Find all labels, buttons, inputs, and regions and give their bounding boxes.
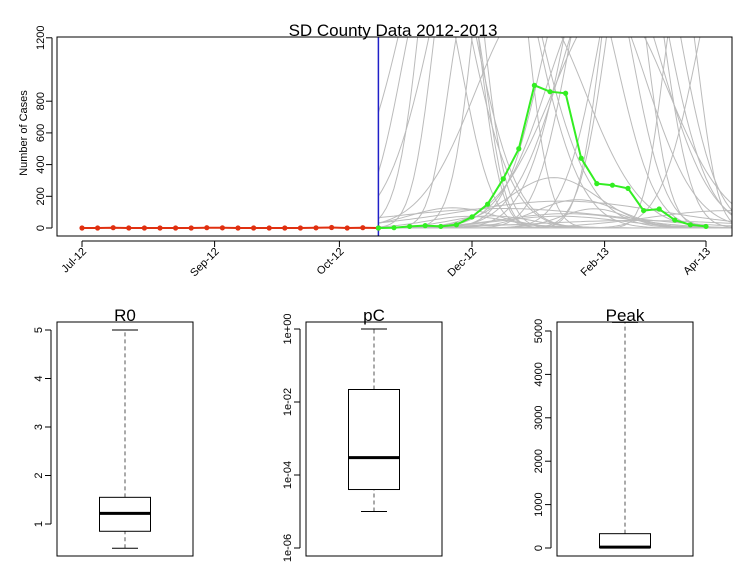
data-point [547, 89, 553, 95]
data-point [157, 225, 163, 231]
boxplot-panel-r0: R0 1 2 3 4 5 [33, 306, 194, 557]
timeseries-x-axis: Jul-12 Sep-12 Oct-12 Dec-12 Feb-13 Apr-13 [59, 240, 713, 280]
y-tick-label: 1e-02 [282, 388, 294, 416]
data-point [563, 90, 569, 96]
y-tick-label: 400 [35, 155, 47, 173]
boxplot-panel-pc: pC 1e-06 1e-04 1e-02 1e+00 [282, 306, 443, 562]
data-point [594, 181, 600, 187]
y-tick-label: 4 [33, 375, 45, 381]
data-point [219, 225, 225, 231]
data-point [79, 225, 85, 231]
data-point [282, 225, 288, 231]
projection-line [378, 200, 732, 224]
series-line [378, 83, 707, 229]
y-tick-label: 5000 [533, 319, 545, 343]
data-point [251, 225, 257, 231]
y-tick-label: 5 [33, 327, 45, 333]
data-point [500, 176, 506, 182]
boxplot-title-pc: pC [363, 306, 385, 325]
data-point [297, 225, 303, 231]
data-point [95, 225, 101, 231]
y-tick-label: 200 [35, 187, 47, 205]
y-tick-label: 3 [33, 424, 45, 430]
boxplot-panel-peak: Peak 0 1000 2000 3000 4000 5000 [533, 306, 694, 557]
data-point [407, 223, 413, 230]
boxplot-frame-pc [305, 321, 443, 557]
box-iqr [599, 533, 651, 549]
data-point [141, 225, 147, 231]
x-tick-label: Apr-13 [681, 246, 713, 278]
y-tick-label: 2 [33, 472, 45, 478]
data-point [235, 225, 241, 231]
x-tick-label: Sep-12 [188, 246, 222, 280]
data-point [360, 225, 366, 231]
series-forecast [375, 82, 709, 231]
data-point [204, 225, 210, 231]
y-tick-label: 3000 [533, 406, 545, 430]
x-tick-label: Jul-12 [59, 246, 89, 276]
y-tick-label: 1200 [35, 26, 47, 50]
timeseries-y-axis: 0 200 400 600 800 1200 [35, 26, 53, 231]
data-point [516, 146, 522, 152]
timeseries-title: SD County Data 2012-2013 [289, 21, 498, 40]
series-fitting [79, 224, 381, 231]
data-point [266, 225, 272, 231]
data-point [438, 223, 444, 230]
data-point [344, 225, 350, 231]
data-point [703, 223, 709, 230]
y-tick-label: 600 [35, 124, 47, 142]
box-iqr [348, 389, 400, 491]
y-tick-label: 1e-04 [282, 461, 294, 489]
data-point [609, 182, 616, 188]
boxplot-frame-r0 [56, 321, 194, 557]
data-point [641, 207, 647, 214]
y-tick-label: 1000 [533, 492, 545, 516]
timeseries-frame [56, 36, 733, 237]
data-point [313, 225, 319, 231]
data-point [391, 225, 397, 231]
y-tick-label: 800 [35, 92, 47, 110]
y-tick-label: 1e+00 [282, 314, 294, 345]
data-point [531, 82, 538, 88]
data-point [672, 217, 678, 223]
data-point [329, 224, 335, 231]
data-point [173, 225, 179, 231]
y-tick-label: 1e-06 [282, 534, 294, 562]
data-point [126, 225, 132, 231]
y-tick-label: 4000 [533, 362, 545, 386]
y-tick-label: 0 [35, 225, 47, 231]
data-point [469, 214, 475, 220]
data-point [375, 225, 381, 231]
data-point [422, 223, 428, 229]
boxplot-title-peak: Peak [606, 306, 645, 325]
data-point [687, 222, 694, 228]
data-point [110, 225, 116, 231]
timeseries-ylabel: Number of Cases [18, 90, 30, 176]
y-tick-label: 1 [33, 521, 45, 527]
data-point [578, 155, 584, 161]
x-tick-label: Oct-12 [315, 246, 347, 278]
data-point [453, 222, 459, 228]
data-point [485, 201, 491, 207]
y-tick-label: 2000 [533, 449, 545, 473]
x-tick-label: Feb-13 [579, 246, 612, 279]
boxplot-title-r0: R0 [114, 306, 136, 325]
y-tick-label: 0 [533, 545, 545, 551]
x-tick-label: Dec-12 [446, 246, 480, 280]
data-point [625, 185, 631, 191]
data-point [188, 225, 194, 231]
timeseries-panel: SD County Data 2012-2013 Number of Cases… [18, 21, 733, 280]
data-point [656, 206, 662, 212]
